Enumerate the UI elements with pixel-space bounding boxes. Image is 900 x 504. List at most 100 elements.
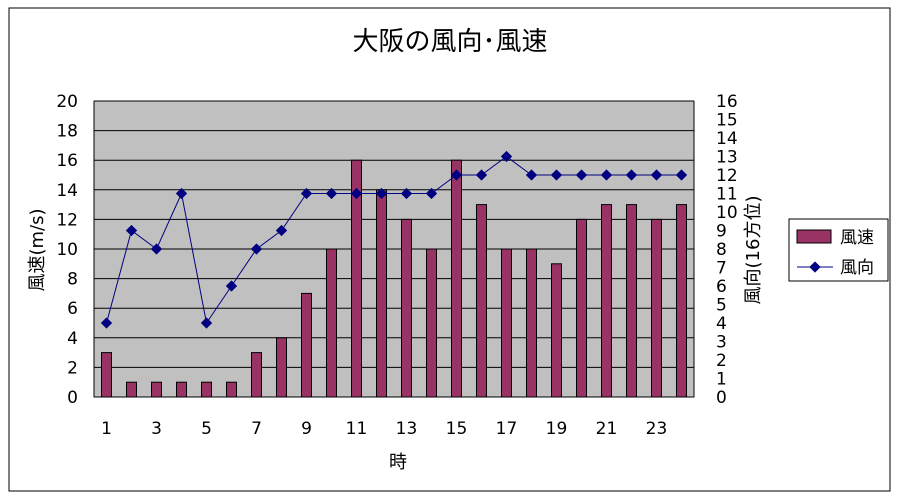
tick-label-right: 14 — [716, 129, 738, 149]
bar-wind-speed — [401, 218, 412, 398]
bar-wind-speed — [576, 218, 587, 398]
legend-swatch-wind-speed — [796, 229, 832, 244]
bar-wind-speed — [251, 352, 262, 398]
tick-label-x: 23 — [646, 419, 668, 439]
legend-label-wind-direction: 風向 — [840, 258, 874, 278]
marker-wind-direction — [650, 169, 663, 181]
y-axis-label-left: 風速(m/s) — [27, 208, 48, 291]
tick-label-left: 2 — [67, 358, 78, 378]
left-axis-ticks: 0 2 4 6 8 10 12 14 16 18 20 — [56, 92, 78, 408]
marker-wind-direction — [300, 187, 313, 200]
tick-label-x: 21 — [596, 419, 618, 439]
tick-label-left: 18 — [56, 122, 78, 142]
tick-label-right: 2 — [716, 351, 727, 371]
tick-label-x: 13 — [396, 419, 418, 439]
marker-wind-direction — [500, 150, 513, 163]
bar-wind-speed — [651, 218, 662, 398]
tick-label-right: 15 — [716, 111, 738, 131]
marker-wind-direction — [675, 169, 688, 181]
tick-label-right: 9 — [716, 222, 727, 242]
marker-wind-direction — [475, 169, 488, 181]
marker-wind-direction — [250, 243, 263, 255]
legend-label-wind-speed: 風速 — [840, 228, 874, 248]
tick-label-right: 1 — [716, 370, 727, 390]
tick-label-right: 16 — [716, 92, 738, 112]
tick-label-x: 9 — [301, 419, 312, 439]
y-axis-label-right: 風向(16方位) — [743, 196, 764, 305]
bar-wind-speed — [376, 189, 387, 398]
tick-label-right: 10 — [716, 203, 738, 223]
tick-label-right: 5 — [716, 296, 727, 316]
bar-wind-speed — [326, 248, 337, 398]
tick-label-x: 15 — [446, 419, 468, 439]
tick-label-right: 6 — [716, 277, 727, 297]
marker-wind-direction — [625, 169, 638, 181]
bar-wind-speed — [476, 204, 487, 398]
marker-wind-direction — [525, 169, 538, 181]
marker-wind-direction — [575, 169, 588, 181]
marker-wind-direction — [450, 169, 463, 181]
bar-wind-speed — [451, 159, 462, 398]
tick-label-right: 3 — [716, 333, 727, 353]
tick-label-left: 20 — [56, 92, 78, 112]
x-axis-ticks: 1 3 5 7 9 11 13 15 17 19 21 23 — [101, 419, 667, 439]
marker-wind-direction — [350, 187, 363, 200]
legend-box — [788, 218, 889, 282]
marker-wind-direction — [600, 169, 613, 181]
wind-direction-line — [100, 150, 688, 329]
tick-label-x: 5 — [201, 419, 212, 439]
marker-wind-direction — [425, 187, 438, 200]
tick-label-x: 17 — [496, 419, 518, 439]
tick-label-x: 19 — [546, 419, 568, 439]
marker-wind-direction — [275, 224, 288, 237]
marker-wind-direction — [200, 317, 213, 329]
bar-wind-speed — [551, 263, 562, 398]
x-axis-label: 時 — [389, 452, 407, 473]
bar-wind-speed — [626, 204, 637, 398]
tick-label-left: 6 — [67, 299, 78, 319]
bar-wind-speed — [276, 337, 287, 398]
marker-wind-direction — [325, 187, 338, 200]
marker-wind-direction — [225, 280, 238, 292]
bar-wind-speed — [301, 292, 312, 398]
legend-marker-wind-direction — [809, 261, 821, 273]
tick-label-right: 11 — [716, 185, 738, 205]
bar-wind-speed — [201, 381, 212, 398]
marker-wind-direction — [150, 243, 163, 255]
bar-wind-speed — [126, 381, 137, 398]
tick-label-left: 10 — [56, 240, 78, 260]
bar-wind-speed — [676, 204, 687, 398]
tick-label-left: 14 — [56, 181, 78, 201]
plot-area — [93, 100, 695, 398]
tick-label-x: 11 — [346, 419, 368, 439]
bar-wind-speed — [426, 248, 437, 398]
tick-label-right: 7 — [716, 259, 727, 279]
tick-label-x: 3 — [151, 419, 162, 439]
tick-label-left: 16 — [56, 151, 78, 171]
marker-wind-direction — [400, 187, 413, 200]
wind-speed-bars — [101, 159, 687, 398]
bar-wind-speed — [501, 248, 512, 398]
bar-wind-speed — [176, 381, 187, 398]
tick-label-x: 7 — [251, 419, 262, 439]
chart-title: 大阪の風向･風速 — [352, 27, 547, 57]
tick-label-left: 0 — [67, 388, 78, 408]
bar-wind-speed — [601, 204, 612, 398]
bar-wind-speed — [351, 159, 362, 398]
bar-wind-speed — [101, 352, 112, 398]
tick-label-left: 4 — [67, 329, 78, 349]
tick-label-right: 4 — [716, 314, 727, 334]
bar-wind-speed — [526, 248, 537, 398]
tick-label-left: 8 — [67, 270, 78, 290]
marker-wind-direction — [175, 187, 188, 200]
tick-label-left: 12 — [56, 210, 78, 230]
tick-label-right: 13 — [716, 148, 738, 168]
bar-wind-speed — [226, 381, 237, 398]
tick-label-right: 0 — [716, 388, 727, 408]
tick-label-x: 1 — [101, 419, 112, 439]
tick-label-right: 12 — [716, 166, 738, 186]
bar-wind-speed — [151, 381, 162, 398]
